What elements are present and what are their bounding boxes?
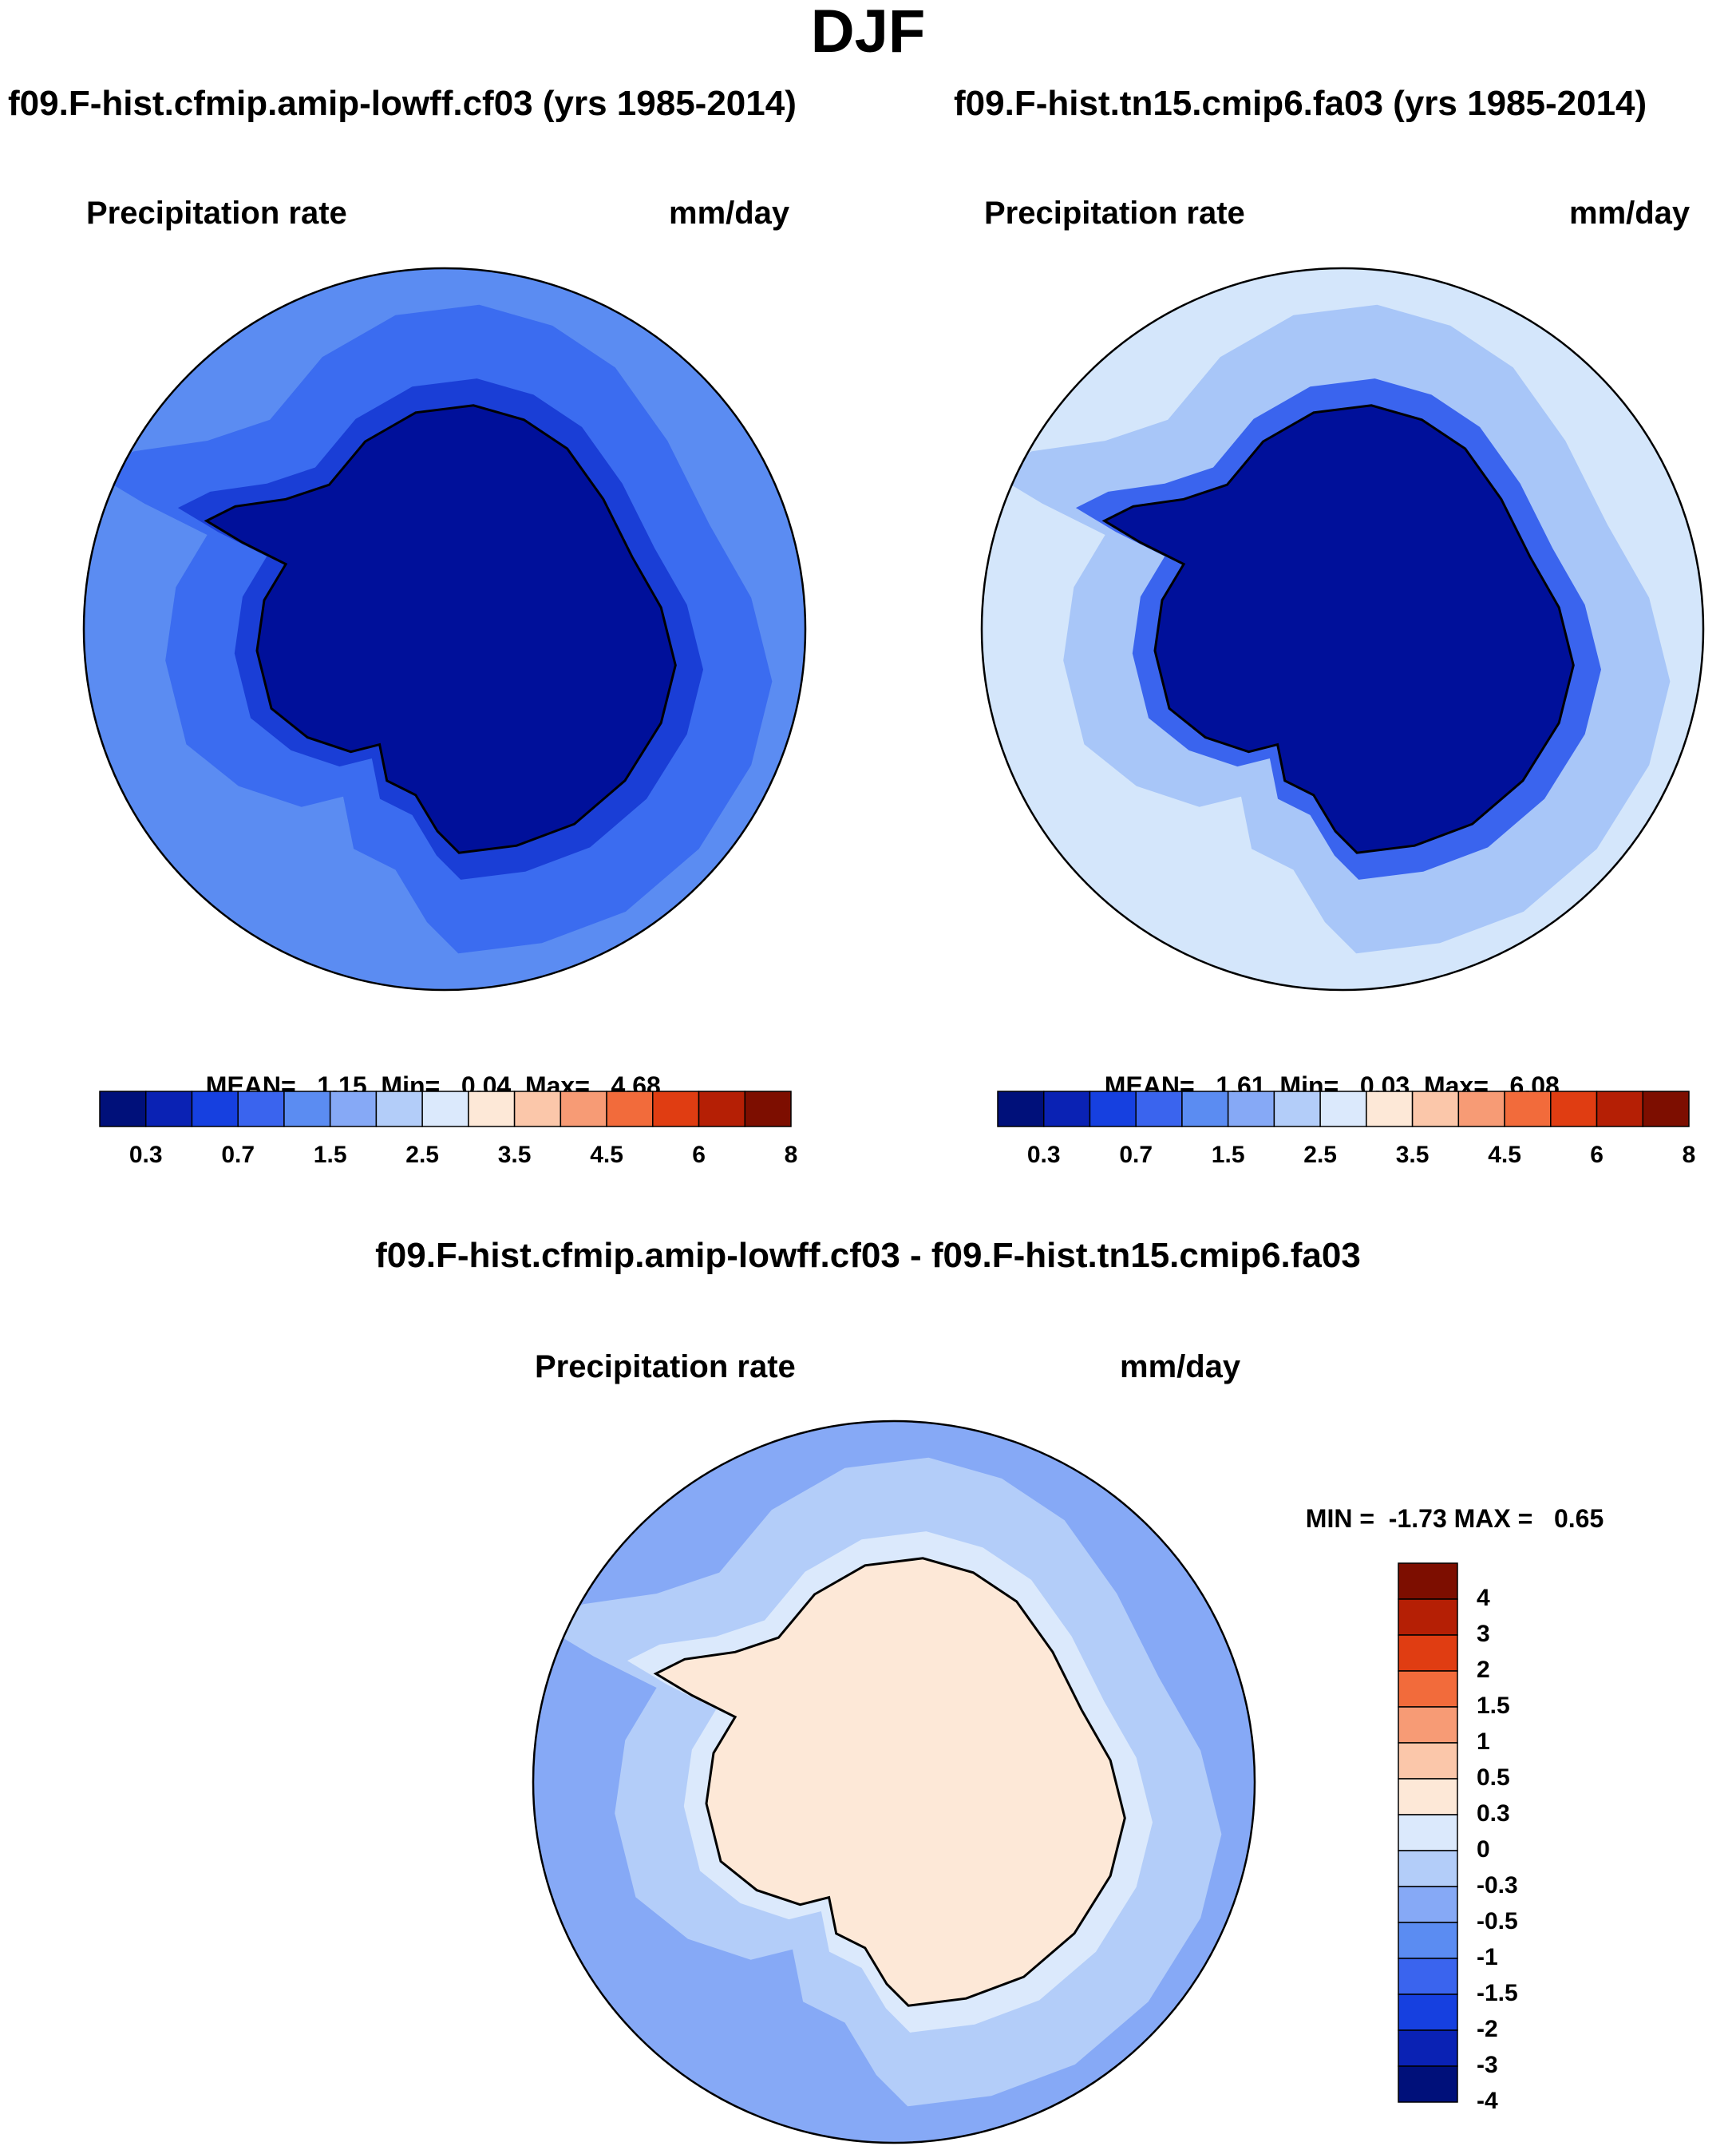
right-colorbar-tick: 4.5 (1488, 1142, 1521, 1168)
diff-colorbar-box (1398, 1850, 1458, 1887)
left-colorbar-box (698, 1091, 746, 1127)
diff-continent-field (655, 1558, 1125, 2006)
right-colorbar-ticks: 0.3 0.7 1.5 2.5 3.5 4.5 6 8 (998, 1142, 1695, 1174)
left-colorbar-box (99, 1091, 147, 1127)
diff-colorbar-ticks: 4 3 2 1.5 1 0.5 0.3 0 -0.3 -0.5 -1 -1.5 -2 -3 -4 (1477, 1563, 1572, 2114)
diff-colorbar-tick: 0.5 (1477, 1764, 1510, 1791)
diff-colorbar-box (1398, 1886, 1458, 1923)
diff-colorbar-box (1398, 2029, 1458, 2067)
right-coastline (1101, 404, 1575, 854)
right-colorbar-tick: 3.5 (1395, 1142, 1430, 1168)
diff-colorbar-box (1398, 1778, 1458, 1815)
diff-colorbar-box (1398, 1958, 1458, 1995)
right-colorbar-box (1411, 1091, 1460, 1127)
left-map-border (82, 267, 807, 992)
right-colorbar (997, 1091, 1690, 1127)
diff-colorbar-tick: 1 (1477, 1728, 1490, 1755)
diff-map-border (532, 1419, 1256, 2144)
left-colorbar (99, 1091, 792, 1127)
left-case-title: f09.F-hist.cfmip.amip-lowff.cf03 (yrs 19… (8, 84, 797, 123)
left-coastline (204, 404, 677, 854)
diff-colorbar-tick: -1.5 (1477, 1980, 1518, 2006)
left-colorbar-tick: 6 (692, 1142, 706, 1168)
right-colorbar-box (1457, 1091, 1505, 1127)
right-colorbar-tick: 2.5 (1303, 1142, 1337, 1168)
diff-max-value: 0.65 (1553, 1504, 1604, 1533)
left-colorbar-box (652, 1091, 700, 1127)
diff-min-label: MIN = (1305, 1504, 1375, 1533)
left-continent-field (206, 405, 676, 853)
right-colorbar-box (1596, 1091, 1644, 1127)
left-colorbar-tick: 0.3 (129, 1142, 163, 1168)
left-colorbar-ticks: 0.3 0.7 1.5 2.5 3.5 4.5 6 8 (100, 1142, 797, 1174)
diff-title: f09.F-hist.cfmip.amip-lowff.cf03 - f09.F… (375, 1236, 1361, 1275)
left-colorbar-tick: 0.7 (221, 1142, 255, 1168)
diff-colorbar-tick: -1 (1477, 1944, 1498, 1970)
left-colorbar-tick: 2.5 (405, 1142, 439, 1168)
diff-colorbar-tick: -3 (1477, 2052, 1498, 2078)
diff-colorbar-tick: -0.3 (1477, 1872, 1518, 1899)
diff-max-label: MAX = (1453, 1504, 1533, 1533)
right-colorbar-tick: 1.5 (1211, 1142, 1245, 1168)
diff-colorbar-tick: 2 (1477, 1657, 1490, 1683)
left-colorbar-tick: 3.5 (497, 1142, 532, 1168)
diff-colorbar-box (1398, 1634, 1458, 1672)
diff-stats: MIN = -1.73 MAX = 0.65 (1291, 1475, 1604, 1534)
left-colorbar-box (560, 1091, 607, 1127)
left-colorbar-tick: 8 (784, 1142, 798, 1168)
left-colorbar-box (421, 1091, 469, 1127)
right-colorbar-box (1504, 1091, 1552, 1127)
diff-colorbar-tick: -0.5 (1477, 1908, 1518, 1934)
right-variable-label: Precipitation rate (984, 196, 1245, 231)
diff-colorbar-tick: -4 (1477, 2088, 1498, 2114)
left-colorbar-box (375, 1091, 423, 1127)
right-colorbar-tick: 8 (1682, 1142, 1696, 1168)
left-units-label: mm/day (669, 196, 790, 231)
diff-colorbar-tick: 0 (1477, 1836, 1490, 1863)
left-colorbar-tick: 4.5 (590, 1142, 623, 1168)
diff-colorbar-box (1398, 1562, 1458, 1600)
left-colorbar-box (744, 1091, 792, 1127)
diff-colorbar-tick: 3 (1477, 1621, 1490, 1647)
left-colorbar-tick: 1.5 (313, 1142, 347, 1168)
left-colorbar-box (283, 1091, 331, 1127)
right-continent-field (1104, 405, 1574, 853)
diff-units-label: mm/day (1120, 1349, 1241, 1384)
right-map-border (980, 267, 1705, 992)
diff-variable-label: Precipitation rate (535, 1349, 796, 1384)
diff-colorbar-box (1398, 1670, 1458, 1708)
right-case-title: f09.F-hist.tn15.cmip6.fa03 (yrs 1985-201… (954, 84, 1647, 123)
diff-colorbar (1398, 1562, 1458, 2103)
diff-colorbar-box (1398, 1598, 1458, 1636)
diff-colorbar-tick: 4 (1477, 1585, 1490, 1611)
right-colorbar-tick: 0.7 (1119, 1142, 1153, 1168)
diff-colorbar-box (1398, 1706, 1458, 1744)
diff-colorbar-box (1398, 2065, 1458, 2103)
right-colorbar-box (997, 1091, 1045, 1127)
diff-colorbar-box (1398, 1922, 1458, 1959)
diff-colorbar-tick: 1.5 (1477, 1693, 1510, 1719)
left-colorbar-box (513, 1091, 562, 1127)
right-units-label: mm/day (1569, 196, 1691, 231)
right-colorbar-box (1642, 1091, 1690, 1127)
diff-colorbar-tick: 0.3 (1477, 1800, 1510, 1827)
diff-colorbar-box (1398, 1742, 1458, 1780)
right-colorbar-box (1089, 1091, 1137, 1127)
diff-colorbar-tick: -2 (1477, 2016, 1498, 2042)
diff-colorbar-box (1398, 1994, 1458, 2031)
right-colorbar-tick: 6 (1590, 1142, 1604, 1168)
left-colorbar-box (606, 1091, 654, 1127)
left-colorbar-box (237, 1091, 285, 1127)
diff-colorbar-box (1398, 1814, 1458, 1851)
right-colorbar-tick: 0.3 (1026, 1142, 1061, 1168)
diff-min-value: -1.73 (1388, 1504, 1447, 1533)
left-variable-label: Precipitation rate (86, 196, 347, 231)
page-title: DJF (810, 0, 926, 65)
diff-coastline (653, 1557, 1126, 2007)
left-colorbar-box (191, 1091, 239, 1127)
